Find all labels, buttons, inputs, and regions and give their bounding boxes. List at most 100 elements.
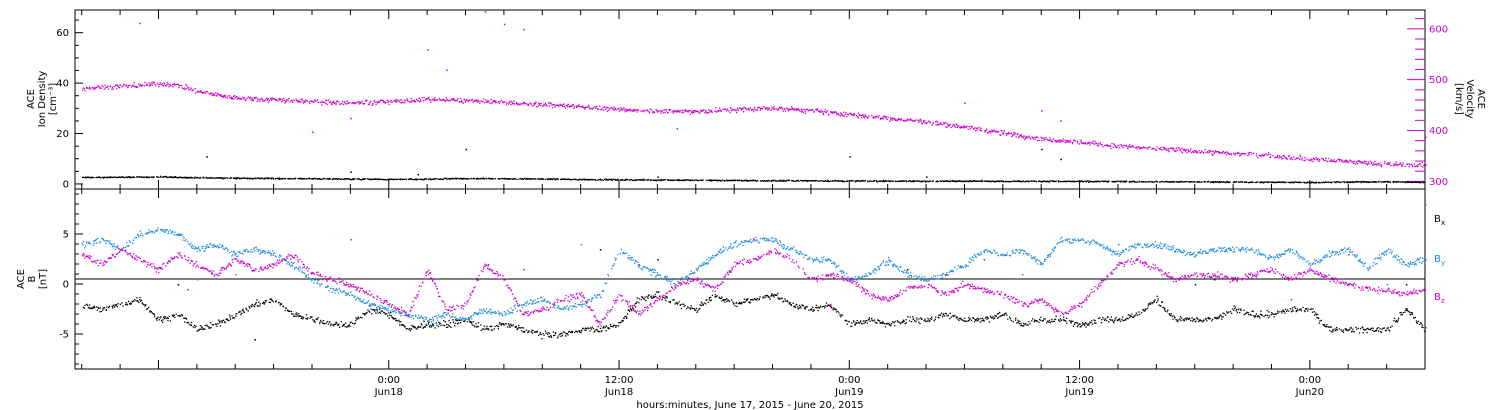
velocity-point <box>787 110 790 112</box>
density-point <box>163 176 165 178</box>
bx-point <box>589 327 592 329</box>
velocity-point <box>1097 143 1099 145</box>
density-point <box>679 180 681 182</box>
velocity-point <box>668 108 670 111</box>
bx-point <box>663 296 665 299</box>
bx-point <box>167 319 169 322</box>
velocity-point <box>1324 159 1327 161</box>
bx-point <box>1088 323 1090 325</box>
velocity-point <box>802 109 804 111</box>
bx-point <box>996 313 998 315</box>
velocity-point <box>925 122 927 124</box>
density-point <box>868 180 870 182</box>
velocity-point <box>685 110 687 112</box>
velocity-point <box>135 86 138 88</box>
velocity-point <box>772 108 775 110</box>
bx-point <box>1103 318 1105 320</box>
bx-point <box>83 307 86 309</box>
velocity-point <box>468 100 470 102</box>
density-point <box>1422 182 1424 184</box>
velocity-point <box>1384 160 1386 163</box>
density-point <box>693 179 695 182</box>
density-point <box>805 180 807 182</box>
bx-point <box>1040 316 1042 318</box>
density-point <box>1035 181 1038 183</box>
bx-point <box>405 328 407 330</box>
bx-point <box>1083 324 1086 326</box>
bx-point <box>322 320 325 322</box>
density-point <box>1088 181 1090 183</box>
bx-point <box>172 315 174 318</box>
velocity-point <box>493 100 495 102</box>
velocity-point <box>1285 156 1287 159</box>
velocity-point <box>1038 139 1040 141</box>
bx-point <box>806 306 808 308</box>
velocity-point <box>958 125 960 127</box>
velocity-point <box>1054 140 1057 142</box>
bx-point <box>570 331 572 334</box>
velocity-point <box>1398 163 1400 165</box>
bx-point <box>388 312 390 314</box>
bx-point <box>482 328 484 330</box>
bx-point <box>987 317 989 319</box>
velocity-point <box>166 81 169 84</box>
bx-point <box>580 330 582 332</box>
density-point <box>219 177 221 179</box>
bx-point <box>647 297 649 299</box>
density-point <box>186 177 188 179</box>
density-point <box>1031 180 1033 182</box>
density-point <box>1342 181 1344 183</box>
bx-point <box>1236 308 1238 311</box>
density-point <box>1070 180 1072 183</box>
density-point <box>1377 180 1380 183</box>
bx-point <box>208 326 210 328</box>
velocity-point <box>178 85 181 87</box>
density-point <box>1095 181 1097 183</box>
bx-point <box>380 312 382 314</box>
velocity-point <box>153 81 155 84</box>
velocity-point <box>963 125 965 127</box>
bx-point <box>893 322 895 324</box>
velocity-point <box>1419 163 1421 165</box>
velocity-point <box>1384 162 1386 164</box>
bx-point <box>523 331 525 333</box>
density-point <box>451 177 454 180</box>
velocity-point <box>709 111 711 113</box>
velocity-point <box>992 130 994 132</box>
velocity-point <box>846 116 848 118</box>
density-point <box>1003 181 1005 183</box>
velocity-point <box>682 109 684 112</box>
velocity-point <box>1257 157 1259 159</box>
velocity-point <box>704 112 706 114</box>
bx-point <box>218 320 221 323</box>
density-point <box>448 178 450 180</box>
bx-point <box>884 323 886 325</box>
velocity-point <box>391 101 394 103</box>
bx-point <box>539 331 541 334</box>
bx-point <box>561 332 563 335</box>
density-point <box>1327 181 1329 183</box>
bx-point <box>718 297 721 299</box>
velocity-point <box>1063 140 1065 142</box>
bx-point <box>877 319 879 322</box>
velocity-point <box>384 101 386 103</box>
bx-point <box>172 314 174 316</box>
velocity-point <box>527 104 529 107</box>
bx-point <box>500 324 503 326</box>
bx-point <box>794 305 796 307</box>
bx-point <box>1225 314 1227 316</box>
velocity-point <box>987 131 989 133</box>
bx-point <box>634 303 636 305</box>
bx-point <box>534 331 536 333</box>
bx-point <box>353 323 355 325</box>
velocity-point <box>1355 163 1357 165</box>
density-point <box>1402 181 1404 183</box>
velocity-point <box>612 108 614 110</box>
velocity-point <box>676 110 678 113</box>
density-point <box>774 180 776 182</box>
bx-point <box>728 300 731 303</box>
velocity-point <box>718 109 720 112</box>
density-point <box>144 176 146 178</box>
velocity-point <box>1208 150 1210 152</box>
